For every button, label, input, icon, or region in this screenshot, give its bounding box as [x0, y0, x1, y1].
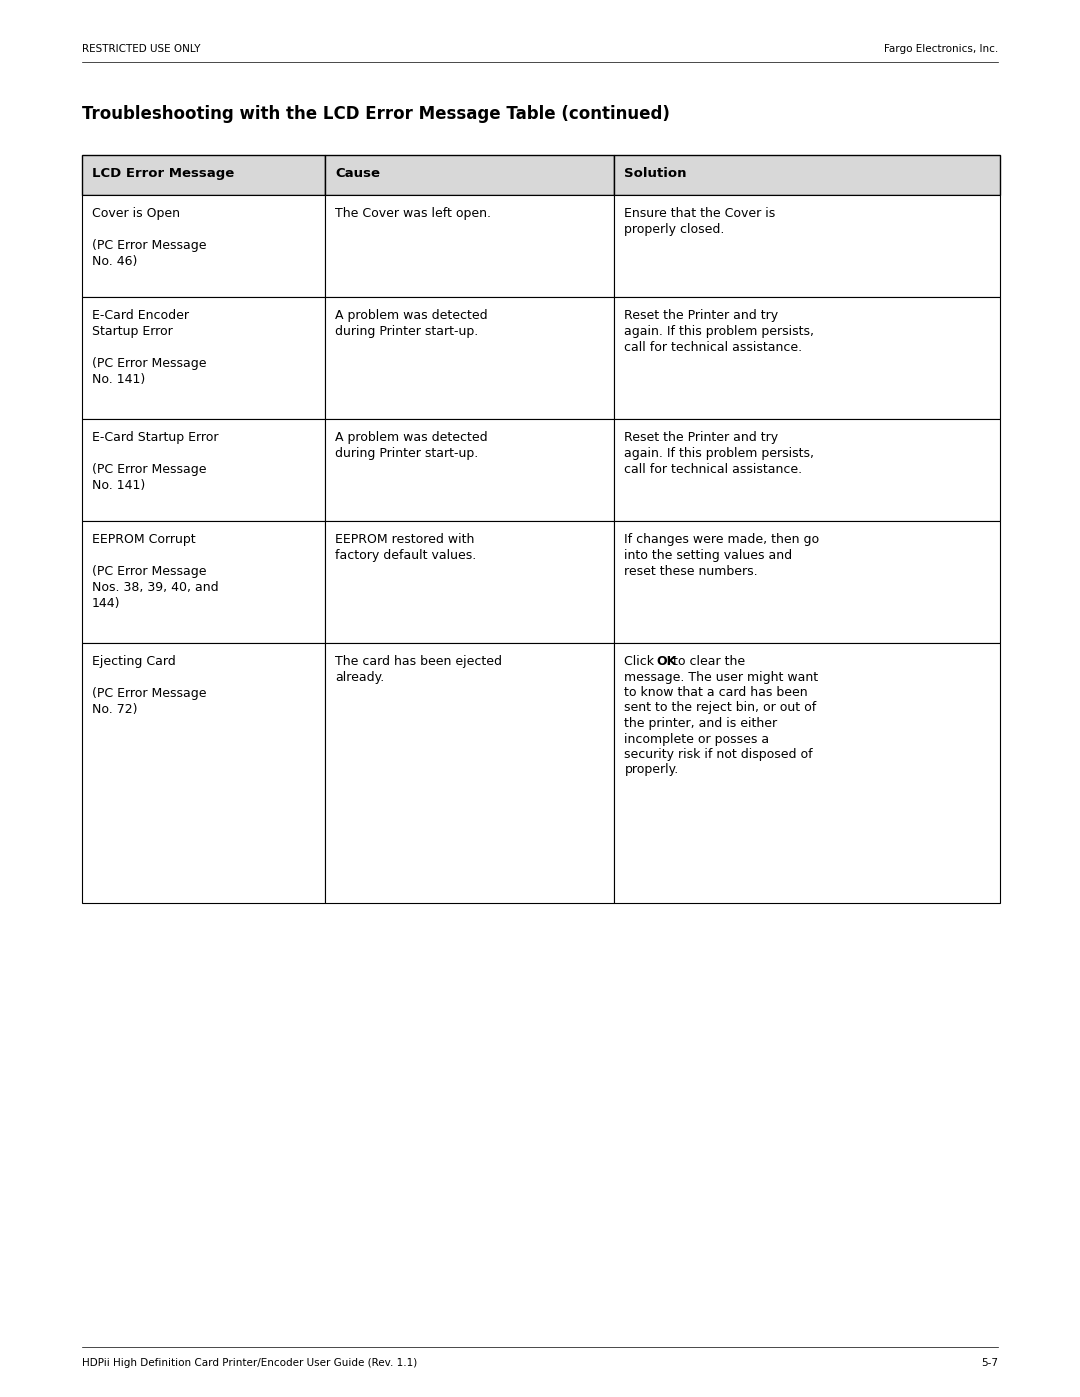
Text: 5-7: 5-7	[981, 1358, 998, 1368]
Bar	[615, 196, 1000, 298]
Bar	[325, 155, 615, 196]
Text: Cover is Open

(PC Error Message
No. 46): Cover is Open (PC Error Message No. 46)	[92, 207, 206, 268]
Text: LCD Error Message: LCD Error Message	[92, 168, 234, 180]
Bar	[325, 196, 615, 298]
Bar	[615, 643, 1000, 902]
Bar	[82, 155, 325, 196]
Bar	[325, 419, 615, 521]
Text: Ensure that the Cover is
properly closed.: Ensure that the Cover is properly closed…	[624, 207, 775, 236]
Text: A problem was detected
during Printer start-up.: A problem was detected during Printer st…	[335, 432, 488, 460]
Bar	[615, 155, 1000, 196]
Bar	[82, 521, 325, 643]
Text: message. The user might want: message. The user might want	[624, 671, 819, 683]
Text: the printer, and is either: the printer, and is either	[624, 717, 778, 731]
Text: The card has been ejected
already.: The card has been ejected already.	[335, 655, 502, 685]
Text: A problem was detected
during Printer start-up.: A problem was detected during Printer st…	[335, 309, 488, 338]
Bar	[325, 298, 615, 419]
Bar	[82, 298, 325, 419]
Text: sent to the reject bin, or out of: sent to the reject bin, or out of	[624, 701, 816, 714]
Text: E-Card Encoder
Startup Error

(PC Error Message
No. 141): E-Card Encoder Startup Error (PC Error M…	[92, 309, 206, 386]
Bar	[82, 419, 325, 521]
Text: The Cover was left open.: The Cover was left open.	[335, 207, 491, 219]
Bar	[615, 419, 1000, 521]
Text: HDPii High Definition Card Printer/Encoder User Guide (Rev. 1.1): HDPii High Definition Card Printer/Encod…	[82, 1358, 417, 1368]
Text: Reset the Printer and try
again. If this problem persists,
call for technical as: Reset the Printer and try again. If this…	[624, 432, 814, 476]
Text: E-Card Startup Error

(PC Error Message
No. 141): E-Card Startup Error (PC Error Message N…	[92, 432, 218, 492]
Text: Click: Click	[624, 655, 659, 668]
Text: to clear the: to clear the	[670, 655, 745, 668]
Text: EEPROM Corrupt

(PC Error Message
Nos. 38, 39, 40, and
144): EEPROM Corrupt (PC Error Message Nos. 38…	[92, 534, 218, 610]
Text: RESTRICTED USE ONLY: RESTRICTED USE ONLY	[82, 43, 201, 54]
Bar	[325, 643, 615, 902]
Text: Ejecting Card

(PC Error Message
No. 72): Ejecting Card (PC Error Message No. 72)	[92, 655, 206, 717]
Bar	[615, 298, 1000, 419]
Text: OK: OK	[657, 655, 677, 668]
Text: If changes were made, then go
into the setting values and
reset these numbers.: If changes were made, then go into the s…	[624, 534, 820, 578]
Bar	[82, 643, 325, 902]
Text: EEPROM restored with
factory default values.: EEPROM restored with factory default val…	[335, 534, 476, 562]
Bar	[82, 196, 325, 298]
Text: Cause: Cause	[335, 168, 380, 180]
Bar	[325, 521, 615, 643]
Text: incomplete or posses a: incomplete or posses a	[624, 732, 770, 746]
Text: Troubleshooting with the LCD Error Message Table (continued): Troubleshooting with the LCD Error Messa…	[82, 105, 670, 123]
Text: Solution: Solution	[624, 168, 687, 180]
Text: security risk if not disposed of: security risk if not disposed of	[624, 747, 813, 761]
Text: Reset the Printer and try
again. If this problem persists,
call for technical as: Reset the Printer and try again. If this…	[624, 309, 814, 353]
Text: Fargo Electronics, Inc.: Fargo Electronics, Inc.	[883, 43, 998, 54]
Text: properly.: properly.	[624, 764, 678, 777]
Bar	[615, 521, 1000, 643]
Text: to know that a card has been: to know that a card has been	[624, 686, 808, 698]
